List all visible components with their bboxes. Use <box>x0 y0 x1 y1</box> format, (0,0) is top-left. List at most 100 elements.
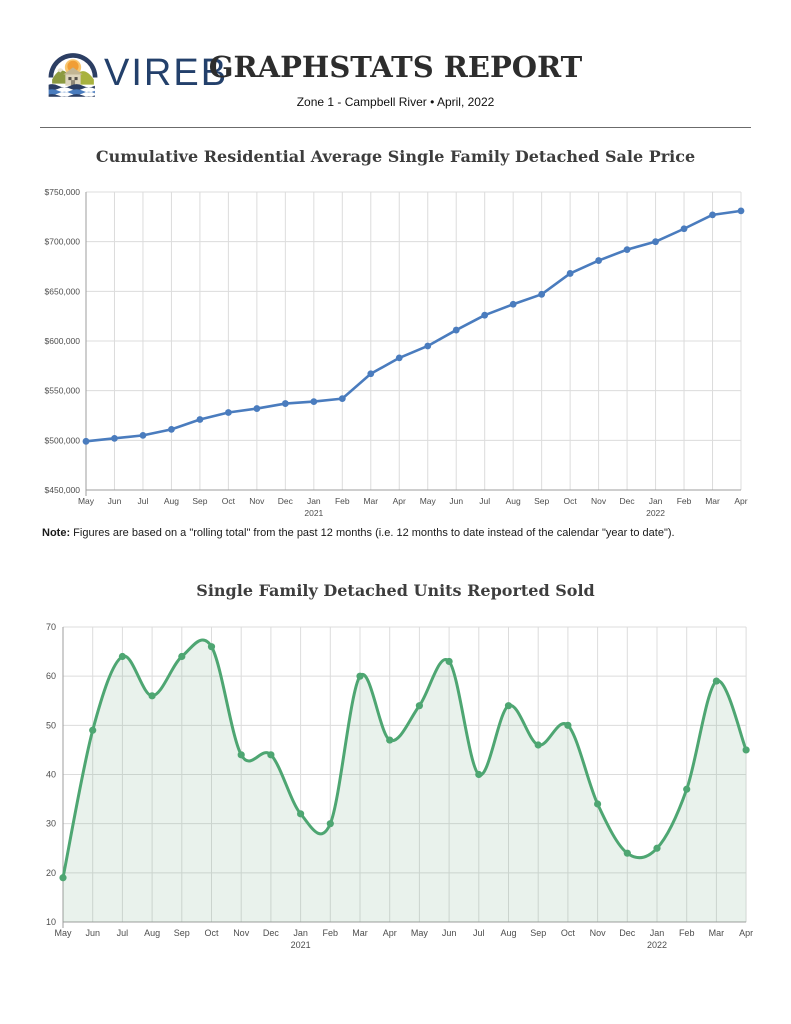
data-point-marker <box>82 437 90 445</box>
data-point-marker <box>111 434 118 442</box>
data-point-marker <box>310 398 318 405</box>
x-tick-label: Oct <box>564 496 578 506</box>
rolling-total-note: Note: Figures are based on a "rolling to… <box>42 527 752 539</box>
x-tick-label: Jun <box>449 496 463 506</box>
data-point-marker <box>118 652 126 661</box>
y-tick-label: 60 <box>46 671 56 681</box>
data-point-marker <box>475 770 483 779</box>
data-point-marker <box>712 677 721 685</box>
data-point-marker <box>395 354 403 362</box>
y-tick-label: $650,000 <box>45 286 81 296</box>
data-point-marker <box>564 721 572 729</box>
x-tick-label: Apr <box>734 496 747 506</box>
data-point-marker <box>338 395 346 403</box>
x-tick-label: Oct <box>561 928 576 938</box>
x-tick-label: May <box>54 928 72 938</box>
x-year-label: 2021 <box>291 940 311 950</box>
data-point-marker <box>59 874 67 882</box>
x-tick-label: May <box>78 496 95 506</box>
x-tick-label: Feb <box>323 928 339 938</box>
x-tick-label: Oct <box>204 928 219 938</box>
x-tick-label: Dec <box>620 496 636 506</box>
data-point-marker <box>509 300 517 308</box>
x-tick-label: Aug <box>164 496 179 506</box>
data-point-marker <box>237 751 245 759</box>
x-tick-label: Mar <box>352 928 368 938</box>
note-text: Figures are based on a "rolling total" f… <box>70 527 675 539</box>
x-tick-label: Sep <box>174 928 190 938</box>
data-point-marker <box>504 702 513 710</box>
x-tick-label: Oct <box>222 496 236 506</box>
x-tick-label: Apr <box>393 496 406 506</box>
page-subtitle: Zone 1 - Campbell River • April, 2022 <box>296 95 495 109</box>
data-point-marker <box>367 370 375 378</box>
data-point-marker <box>683 785 691 793</box>
data-point-marker <box>595 257 603 264</box>
x-tick-label: Nov <box>590 928 607 938</box>
units-chart-title: Single Family Detached Units Reported So… <box>196 581 595 600</box>
data-point-marker <box>139 431 147 439</box>
y-tick-label: 20 <box>46 868 56 878</box>
data-point-marker <box>424 342 432 350</box>
price-chart-title: Cumulative Residential Average Single Fa… <box>95 147 696 166</box>
x-tick-label: May <box>411 928 429 938</box>
x-tick-label: Mar <box>705 496 720 506</box>
y-tick-label: 70 <box>46 622 56 632</box>
x-tick-label: Jan <box>649 496 663 506</box>
data-point-marker <box>680 225 688 233</box>
data-point-marker <box>196 416 204 423</box>
x-year-label: 2022 <box>646 508 665 518</box>
x-tick-label: Apr <box>383 928 397 938</box>
data-point-marker <box>207 643 216 651</box>
data-point-marker <box>538 290 546 298</box>
data-point-marker <box>742 746 750 754</box>
y-tick-label: $750,000 <box>45 187 81 197</box>
data-point-marker <box>267 751 275 759</box>
data-point-marker <box>737 207 745 215</box>
y-tick-label: 40 <box>46 770 56 780</box>
data-point-marker <box>148 692 156 700</box>
x-tick-label: Jun <box>108 496 122 506</box>
x-tick-label: Jul <box>138 496 149 506</box>
y-tick-label: $700,000 <box>45 237 81 247</box>
x-tick-label: Jan <box>307 496 321 506</box>
data-point-marker <box>253 405 261 412</box>
x-tick-label: Aug <box>506 496 521 506</box>
x-tick-label: Jan <box>293 928 308 938</box>
x-tick-label: Sep <box>530 928 546 938</box>
x-tick-label: Nov <box>233 928 250 938</box>
data-point-marker <box>224 409 232 416</box>
x-year-label: 2021 <box>304 508 323 518</box>
data-point-marker <box>623 246 631 254</box>
data-point-marker <box>566 270 574 277</box>
header-divider <box>40 127 751 128</box>
data-point-marker <box>326 820 334 828</box>
data-point-marker <box>89 726 97 734</box>
x-tick-label: Nov <box>591 496 607 506</box>
vireb-logo-icon <box>48 53 98 97</box>
units-chart-canvas: 10 20 30 40 50 60 70 May Jun Jul Aug Sep Oct Nov Dec Ja… <box>46 622 753 950</box>
y-tick-label: $600,000 <box>45 336 81 346</box>
x-year-label: 2022 <box>647 940 667 950</box>
x-tick-label: Feb <box>677 496 692 506</box>
x-tick-label: Jun <box>85 928 100 938</box>
data-point-marker <box>168 426 175 433</box>
x-tick-label: Jun <box>442 928 457 938</box>
x-tick-label: Feb <box>335 496 350 506</box>
price-chart-canvas: $450,000 $500,000 $550,000 $600,000 $650,000… <box>45 187 748 518</box>
data-point-marker <box>445 657 453 666</box>
series-area <box>63 640 747 922</box>
x-tick-label: Apr <box>739 928 753 938</box>
y-tick-label: $450,000 <box>45 485 81 495</box>
x-tick-label: Dec <box>619 928 636 938</box>
x-tick-label: Sep <box>192 496 207 506</box>
x-tick-label: Jul <box>479 496 490 506</box>
data-point-marker <box>297 810 305 818</box>
x-tick-label: Jul <box>473 928 485 938</box>
x-tick-label: Sep <box>534 496 549 506</box>
y-tick-label: 50 <box>46 720 56 730</box>
series-line <box>84 209 743 443</box>
y-tick-label: $550,000 <box>45 386 81 396</box>
y-tick-label: 30 <box>46 819 56 829</box>
y-tick-label: 10 <box>46 917 56 927</box>
